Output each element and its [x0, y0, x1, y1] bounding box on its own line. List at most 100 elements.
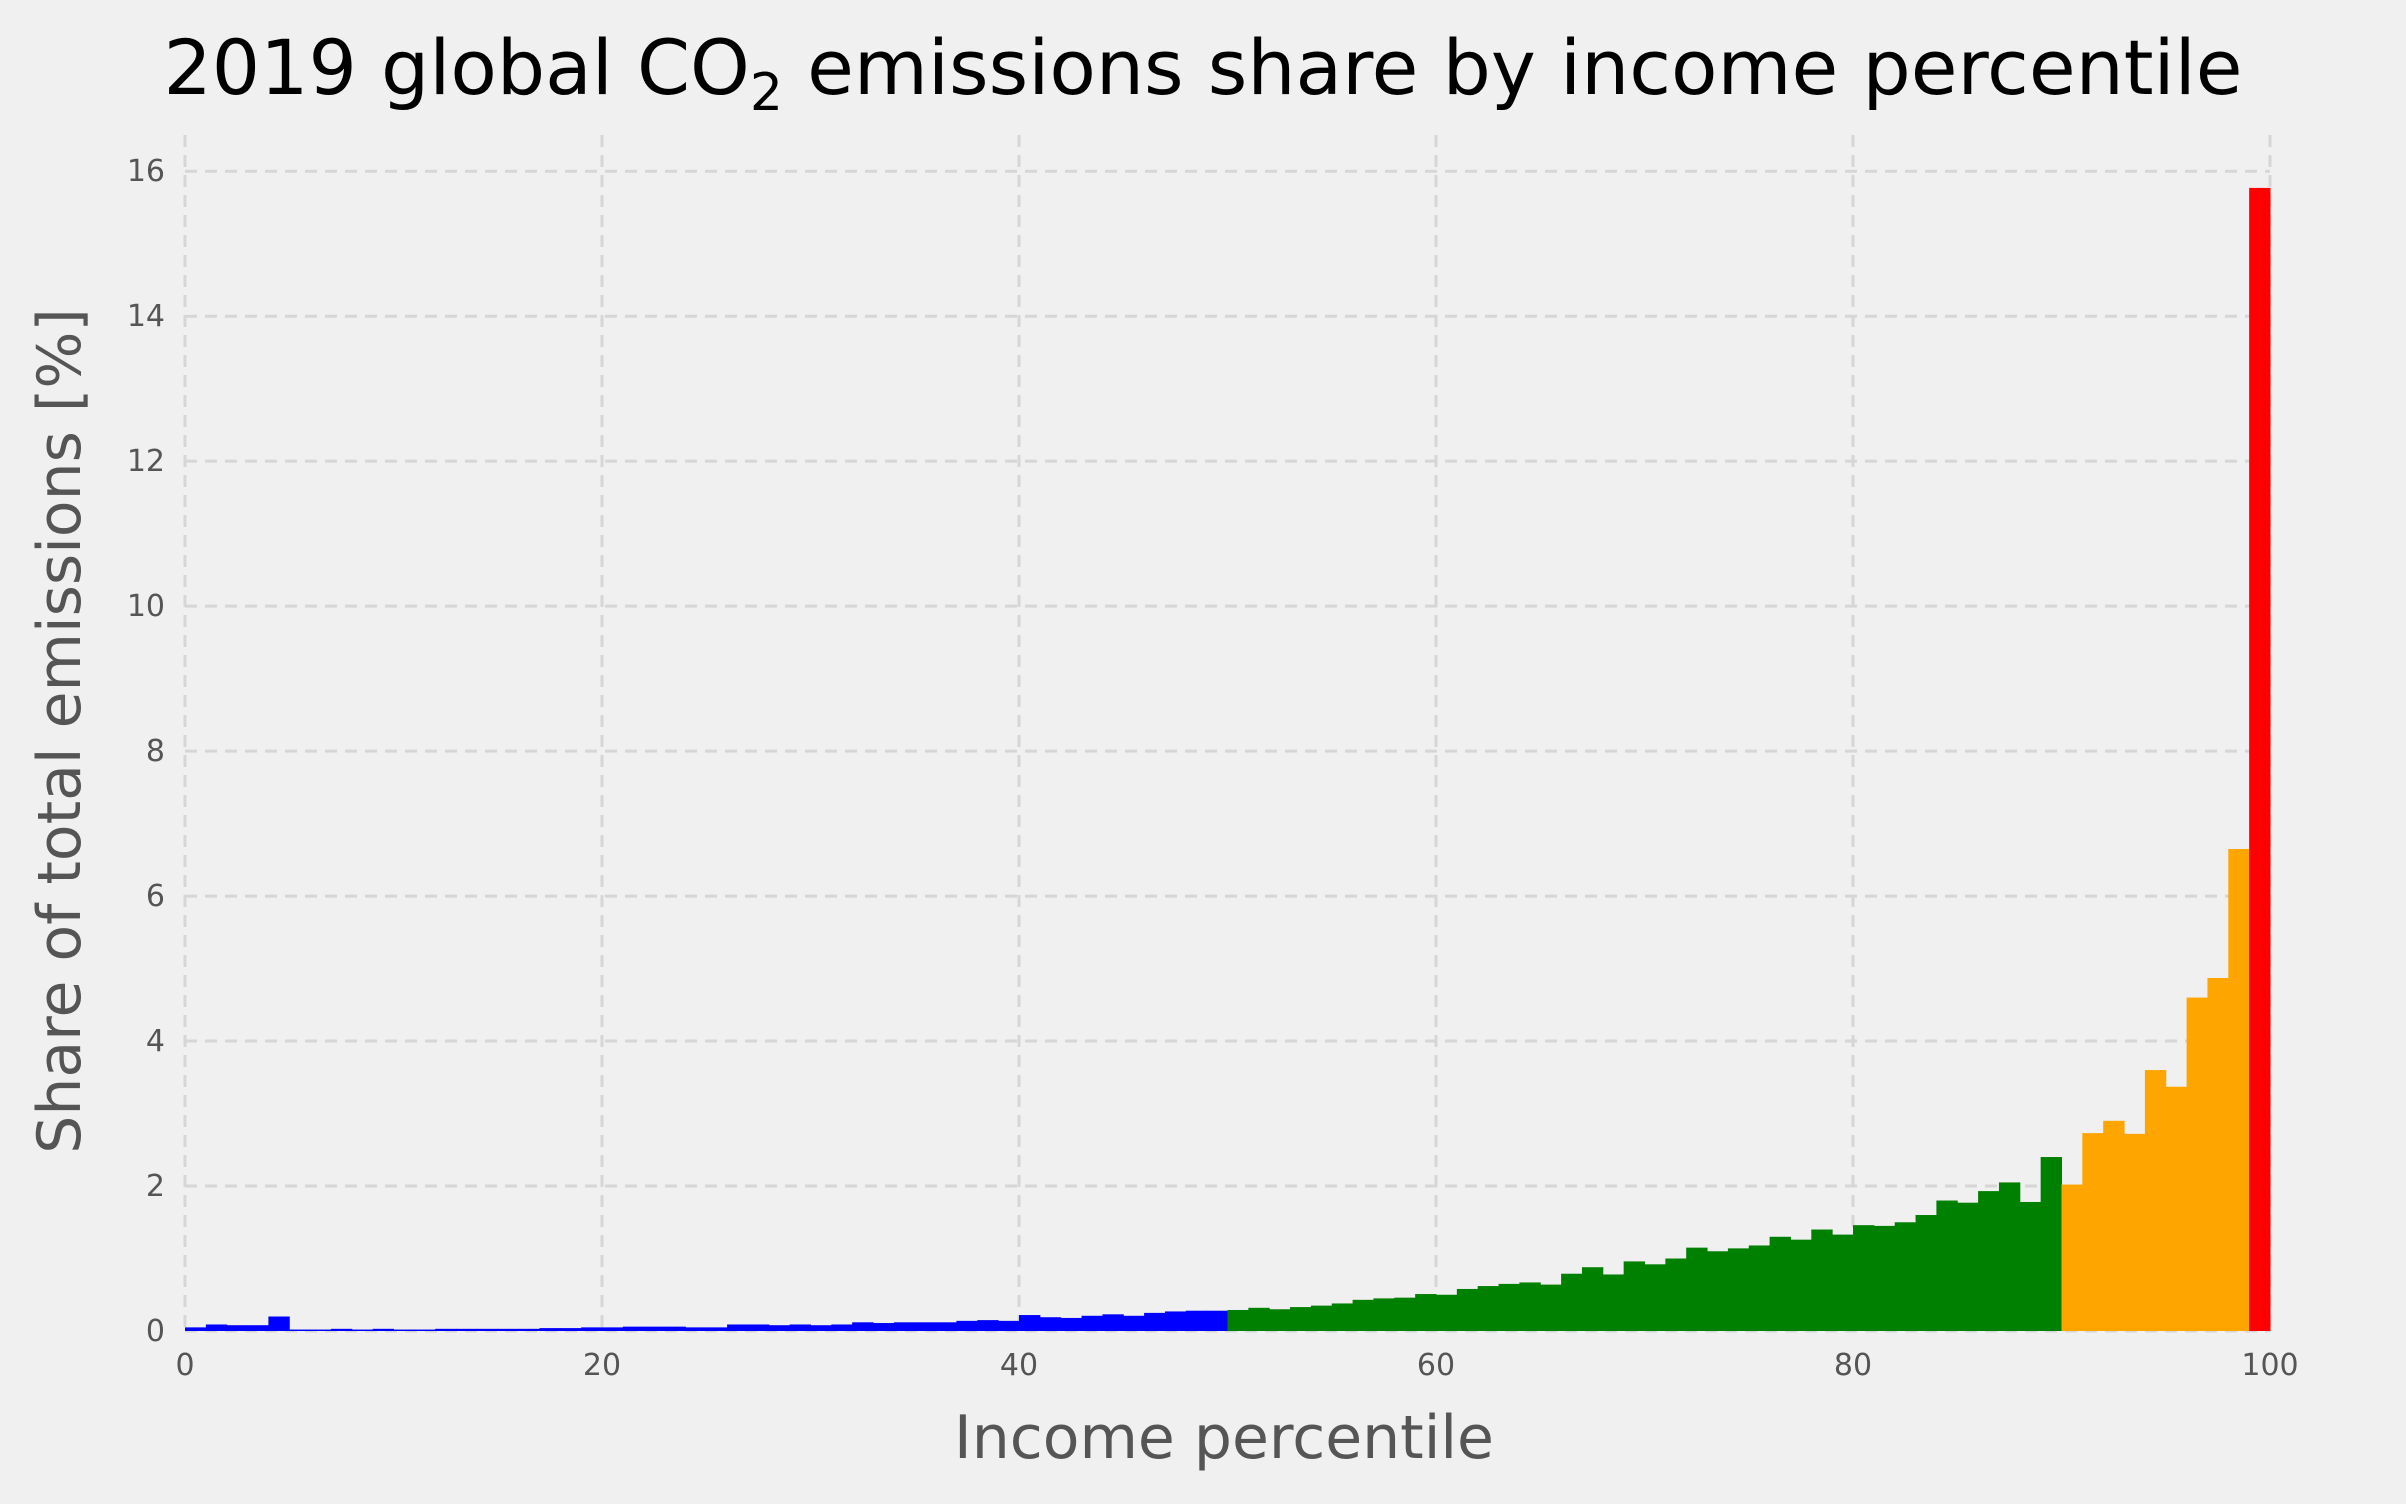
bar — [289, 1329, 311, 1331]
bar — [622, 1326, 645, 1331]
bar — [414, 1329, 436, 1331]
bar — [372, 1328, 394, 1331]
bar — [1602, 1274, 1625, 1331]
bar — [1540, 1284, 1562, 1331]
bar — [2186, 997, 2208, 1331]
bar — [768, 1325, 791, 1331]
bar — [518, 1328, 540, 1331]
bar — [1123, 1315, 1145, 1331]
x-axis-label: Income percentile — [954, 1403, 1494, 1473]
bar — [2103, 1120, 2125, 1331]
bar — [185, 1327, 207, 1331]
bars — [185, 187, 2271, 1331]
x-tick-label: 80 — [1834, 1348, 1872, 1383]
bar — [1623, 1261, 1645, 1331]
x-tick-label: 0 — [175, 1348, 194, 1383]
bar — [747, 1324, 770, 1331]
bar — [1978, 1191, 2000, 1331]
bar — [1832, 1234, 1854, 1331]
bar — [1081, 1315, 1103, 1331]
bar — [1436, 1294, 1458, 1331]
bar — [1352, 1299, 1374, 1331]
bar — [2040, 1157, 2062, 1331]
x-tick-label: 20 — [583, 1348, 621, 1383]
bar — [1415, 1294, 1437, 1331]
bar — [1769, 1236, 1791, 1331]
bar — [1269, 1309, 1291, 1331]
bar — [1164, 1311, 1187, 1331]
bar — [831, 1324, 853, 1331]
bar — [1811, 1229, 1833, 1331]
bar — [1853, 1225, 1875, 1331]
bar — [2019, 1201, 2042, 1331]
bar — [2082, 1133, 2104, 1331]
y-tick-label: 16 — [127, 154, 165, 189]
bar — [1748, 1245, 1771, 1331]
bar — [1227, 1309, 1249, 1331]
bar — [1394, 1297, 1416, 1331]
y-tick-label: 10 — [127, 589, 165, 624]
bar — [351, 1329, 374, 1331]
bar — [1373, 1298, 1395, 1331]
bar — [2165, 1086, 2188, 1331]
bar — [1498, 1283, 1520, 1331]
bar — [1331, 1303, 1354, 1331]
x-tick-label: 60 — [1417, 1348, 1455, 1383]
bar — [560, 1328, 582, 1331]
bar — [2207, 977, 2229, 1331]
bar — [1707, 1251, 1729, 1331]
bar — [226, 1325, 249, 1331]
bar — [977, 1320, 999, 1331]
y-tick-label: 6 — [146, 879, 165, 914]
bar — [1290, 1307, 1312, 1331]
bar — [1310, 1305, 1333, 1331]
bar — [789, 1324, 811, 1331]
bar — [1915, 1215, 1937, 1331]
x-tick-label: 40 — [1000, 1348, 1038, 1383]
y-tick-label: 2 — [146, 1169, 165, 1204]
grid — [183, 135, 2272, 1333]
bar — [393, 1329, 415, 1331]
x-tick-label: 100 — [2241, 1348, 2298, 1383]
bar — [1456, 1288, 1479, 1331]
bar — [247, 1325, 269, 1331]
bar — [539, 1328, 561, 1331]
bar — [2249, 187, 2271, 1331]
bar — [935, 1322, 957, 1331]
bar — [873, 1323, 895, 1331]
bar — [2144, 1070, 2167, 1331]
bar — [1060, 1317, 1083, 1331]
bar — [1185, 1310, 1208, 1331]
bar — [310, 1329, 332, 1331]
x-tick-labels: 0 20 40 60 80 100 — [175, 1348, 2298, 1383]
bar — [330, 1328, 353, 1331]
bar — [643, 1326, 666, 1331]
bar — [1248, 1307, 1270, 1331]
bar — [476, 1328, 499, 1331]
bar — [2061, 1184, 2083, 1331]
y-tick-labels: 0 2 4 6 8 10 12 14 16 — [127, 154, 165, 1349]
bar — [1686, 1247, 1708, 1331]
chart-title: 2019 global CO2 emissions share by incom… — [163, 23, 2242, 123]
bar — [1039, 1317, 1062, 1331]
bar — [1998, 1182, 2021, 1331]
bar — [1206, 1310, 1228, 1331]
bar — [852, 1322, 874, 1331]
bar — [664, 1326, 686, 1331]
bar — [685, 1327, 707, 1331]
y-tick-label: 4 — [146, 1024, 165, 1059]
bar — [706, 1327, 728, 1331]
y-tick-label: 12 — [127, 444, 165, 479]
y-tick-label: 14 — [127, 299, 165, 334]
bar — [1894, 1222, 1917, 1331]
bar — [205, 1324, 228, 1331]
bar — [581, 1327, 603, 1331]
bar — [1936, 1200, 1958, 1331]
bar — [1144, 1312, 1166, 1331]
bar — [268, 1316, 290, 1331]
bar — [497, 1328, 520, 1331]
bar — [1873, 1225, 1896, 1331]
bar — [1790, 1239, 1812, 1331]
bar — [1477, 1286, 1500, 1331]
